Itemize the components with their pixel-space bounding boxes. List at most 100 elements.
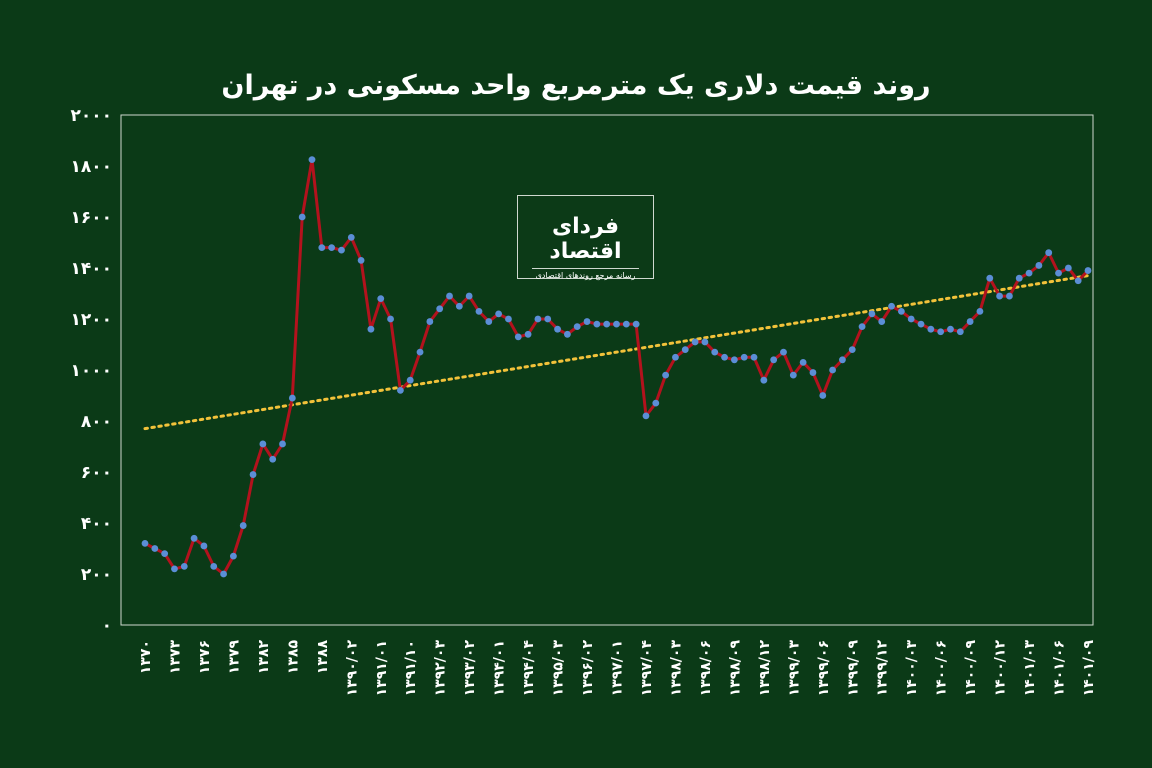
data-point [907, 315, 915, 323]
data-point [495, 310, 503, 318]
y-tick-label: ۲۰۰۰ [70, 106, 112, 126]
y-tick-label: ۸۰۰ [81, 412, 112, 432]
x-tick-label: ۱۳۷۳ [167, 640, 183, 675]
data-point [956, 328, 964, 336]
data-point [269, 455, 277, 463]
data-point [406, 376, 414, 384]
data-point [259, 440, 267, 448]
x-tick-label: ۱۳۹۵/۰۳ [551, 640, 567, 697]
x-tick-label: ۱۳۹۲/۰۳ [433, 640, 449, 697]
data-point [868, 310, 876, 318]
x-tick-label: ۱۴۰۱/۰۶ [1052, 640, 1068, 696]
data-point [809, 369, 817, 376]
x-tick-label: ۱۳۹۹/۰۶ [816, 640, 832, 696]
logo-subtitle: رسانه مرجع روندهای اقتصادی [532, 268, 639, 280]
x-tick-label: ۱۳۷۹ [226, 640, 242, 675]
x-axis: ۱۳۷۰ ۱۳۷۳ ۱۳۷۶ ۱۳۷۹ ۱۳۸۲ ۱۳۸۵ ۱۳۸۸ ۱۳۹۰/۰۲ ۱۳۹۱/… [138, 640, 1097, 697]
y-tick-label: ۱۸۰۰ [70, 157, 112, 177]
x-tick-label: ۱۳۹۹/۰۹ [845, 640, 861, 697]
x-tick-label: ۱۳۹۸/۰۳ [668, 640, 684, 697]
x-tick-label: ۱۴۰۱/۰۳ [1022, 640, 1038, 697]
data-point [711, 348, 719, 356]
data-point [888, 302, 895, 310]
data-point [583, 318, 591, 325]
x-tick-label: ۱۳۹۸/۰۹ [727, 640, 743, 697]
y-tick-label: ۱۰۰۰ [70, 361, 112, 381]
data-point [524, 330, 532, 338]
data-point [554, 325, 561, 333]
data-point [770, 356, 778, 364]
x-tick-label: ۱۳۹۹/۰۳ [786, 640, 802, 697]
data-point [396, 387, 404, 394]
data-point [966, 318, 974, 325]
x-tick-label: ۱۳۹۸/۰۶ [698, 640, 714, 696]
data-point [230, 552, 237, 560]
x-tick-label: ۱۳۸۲ [256, 640, 272, 675]
data-point [681, 346, 689, 353]
data-point [917, 320, 925, 328]
publisher-logo: فردای اقتصاد رسانه مرجع روندهای اقتصادی [517, 195, 654, 280]
data-point [505, 315, 512, 323]
x-tick-label: ۱۳۹۱/۱۰ [403, 640, 419, 696]
data-point [672, 353, 679, 361]
data-point [947, 325, 954, 333]
y-tick-label: ۱۴۰۰ [70, 259, 112, 279]
data-point [544, 315, 552, 323]
data-point [308, 156, 316, 164]
data-point [839, 356, 846, 364]
data-point [730, 356, 738, 364]
data-point [652, 399, 660, 407]
data-point [897, 307, 905, 315]
y-tick-label: ۰ [102, 616, 112, 636]
x-tick-label: ۱۳۹۸/۱۲ [757, 640, 773, 697]
data-point [446, 292, 453, 300]
y-tick-label: ۱۶۰۰ [70, 208, 112, 228]
data-point [171, 565, 178, 573]
data-point [760, 376, 768, 384]
x-tick-label: ۱۳۹۱/۰۱ [374, 640, 390, 696]
data-point [603, 320, 611, 328]
data-point [367, 325, 375, 333]
y-tick-label: ۴۰۰ [81, 514, 112, 534]
data-point [1025, 269, 1033, 277]
data-point [1084, 267, 1092, 274]
data-point [1055, 269, 1062, 277]
data-point [927, 325, 935, 333]
data-point [613, 320, 620, 328]
x-tick-label: ۱۳۹۷/۰۱ [610, 640, 626, 696]
data-point [996, 292, 1003, 300]
x-tick-label: ۱۳۹۴/۰۱ [492, 640, 508, 696]
x-tick-label: ۱۳۷۰ [138, 640, 154, 674]
data-point [937, 328, 945, 336]
data-point [416, 348, 424, 356]
data-point [573, 323, 581, 331]
data-point [357, 256, 365, 264]
data-point [642, 412, 650, 420]
x-tick-label: ۱۴۰۰/۱۲ [993, 640, 1009, 697]
x-tick-label: ۱۳۹۷/۰۴ [639, 640, 655, 697]
data-point [455, 302, 463, 310]
data-point [986, 274, 994, 282]
data-point [298, 213, 306, 221]
y-tick-label: ۲۰۰ [81, 565, 112, 585]
x-tick-label: ۱۳۸۸ [315, 640, 331, 675]
data-point [485, 318, 493, 325]
data-point [632, 320, 640, 328]
x-tick-label: ۱۴۰۰/۰۳ [904, 640, 920, 697]
data-point [249, 471, 257, 478]
x-tick-label: ۱۴۰۰/۰۶ [934, 640, 950, 696]
data-point [563, 330, 571, 338]
data-point [819, 392, 827, 399]
plot-frame [120, 114, 1094, 626]
x-tick-label: ۱۳۹۴/۰۴ [521, 640, 537, 697]
data-point [1074, 277, 1082, 285]
y-tick-label: ۱۲۰۰ [70, 310, 112, 330]
data-point [426, 318, 434, 325]
data-point [514, 333, 522, 341]
data-point [780, 348, 787, 356]
data-point [691, 338, 699, 346]
data-point [318, 244, 326, 252]
logo-text: فردای اقتصاد [549, 214, 622, 264]
data-point [858, 323, 866, 331]
x-tick-label: ۱۳۹۹/۱۲ [875, 640, 891, 697]
